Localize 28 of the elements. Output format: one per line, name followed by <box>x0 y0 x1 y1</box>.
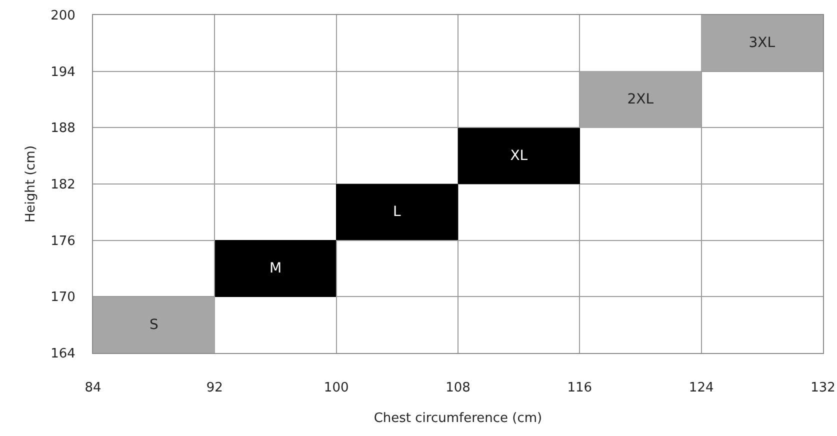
bar <box>336 184 458 240</box>
y-axis-title: Height (cm) <box>24 145 39 223</box>
series-label: S <box>150 317 158 333</box>
y-tick-label: 200 <box>50 8 76 24</box>
bar <box>215 240 336 297</box>
series-label: L <box>393 204 401 220</box>
y-tick-label: 188 <box>50 121 76 136</box>
x-tick-label: 124 <box>688 380 714 396</box>
y-tick-label: 170 <box>50 290 76 306</box>
x-axis-title: Chest circumference (cm) <box>374 411 542 426</box>
y-tick-label: 164 <box>50 346 76 362</box>
y-tick-label: 182 <box>50 178 76 193</box>
bar <box>701 15 823 71</box>
bar <box>458 128 580 184</box>
bar <box>93 297 215 353</box>
series-label: XL <box>510 148 528 164</box>
x-tick-label: 132 <box>810 380 836 396</box>
series-label: 3XL <box>748 35 776 51</box>
x-tick-label: 92 <box>206 380 223 396</box>
y-tick-label: 194 <box>50 64 76 80</box>
x-tick-label: 84 <box>84 380 102 396</box>
x-tick-label: 100 <box>324 380 349 396</box>
x-tick-label: 108 <box>446 380 470 396</box>
y-tick-label: 176 <box>50 234 76 249</box>
series-label: 2XL <box>627 92 654 108</box>
bar <box>580 71 701 128</box>
x-tick-label: 116 <box>567 380 592 396</box>
series-label: M <box>269 260 282 276</box>
